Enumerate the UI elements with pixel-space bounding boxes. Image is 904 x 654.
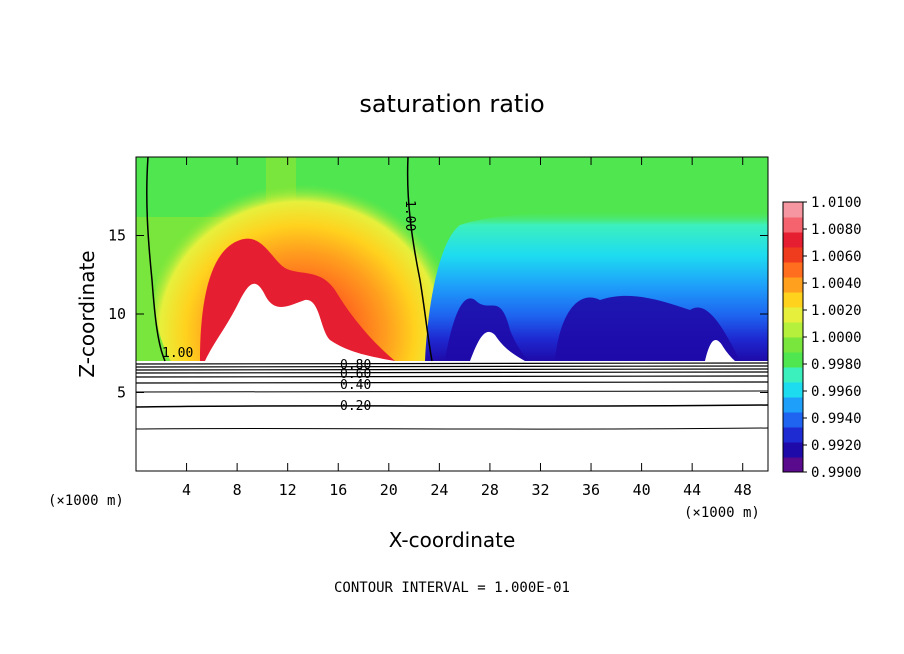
colorbar-swatch: [783, 412, 803, 428]
colorbar-swatch: [783, 442, 803, 458]
contour-label-0-20: 0.20: [340, 399, 371, 414]
colorbar-swatch: [783, 232, 803, 248]
x-axis-ticks: 4 8 12 16 20 24 28 32 36 40 44 48: [182, 157, 752, 499]
contour-label-0-40: 0.40: [340, 378, 371, 393]
x-tick-label: 12: [279, 481, 297, 499]
y-tick-label: 5: [117, 384, 126, 402]
colorbar-swatch: [783, 217, 803, 233]
colorbar-swatch: [783, 382, 803, 398]
contour-label-left: 1.00: [162, 346, 193, 361]
x-unit-label: (×1000 m): [684, 505, 760, 521]
colorbar-tick-label: 1.0080: [811, 222, 862, 238]
colorbar-swatch: [783, 352, 803, 368]
x-tick-label: 28: [481, 481, 499, 499]
x-tick-label: 32: [531, 481, 549, 499]
x-tick-label: 44: [683, 481, 701, 499]
ground-contours: [136, 362, 768, 430]
chart-title: saturation ratio: [359, 90, 544, 118]
x-axis-title: X-coordinate: [389, 528, 516, 552]
colorbar-swatch: [783, 427, 803, 443]
y-tick-label: 15: [108, 227, 126, 245]
colorbar-swatch: [783, 277, 803, 293]
colorbar-swatch: [783, 202, 803, 218]
y-unit-label: (×1000 m): [48, 493, 124, 509]
x-tick-label: 40: [633, 481, 651, 499]
colorbar-tick-label: 1.0000: [811, 330, 862, 346]
contour-interval-note: CONTOUR INTERVAL = 1.000E-01: [334, 580, 570, 596]
contour-1-00-right: [406, 157, 433, 362]
cold-pockets: [445, 295, 740, 361]
contour-label-right: 1.00: [402, 200, 417, 231]
y-tick-label: 10: [108, 305, 126, 323]
y-axis-ticks: 5 10 15: [108, 227, 768, 402]
x-tick-label: 4: [182, 481, 191, 499]
contour-label-0-80: 0.80: [340, 358, 371, 373]
colorbar-tick-label: 1.0060: [811, 249, 862, 265]
colorbar-tick-label: 0.9980: [811, 357, 862, 373]
contour-label-0-60: 0.60: [340, 367, 371, 382]
colorbar-swatch: [783, 457, 803, 473]
contour-1-00-left: [146, 157, 166, 362]
colorbar-swatch: [783, 367, 803, 383]
colorbar-swatch: [783, 307, 803, 323]
colorbar-tick-label: 0.9960: [811, 384, 862, 400]
x-tick-label: 36: [582, 481, 600, 499]
colorbar-swatch: [783, 292, 803, 308]
y-axis-title: Z-coordinate: [75, 250, 99, 377]
x-tick-label: 16: [329, 481, 347, 499]
colorbar-tick-label: 0.9940: [811, 411, 862, 427]
colorbar-swatch: [783, 397, 803, 413]
colorbar: 1.0100 1.0080 1.0060 1.0040 1.0020 1.0000 0.99…: [782, 195, 862, 481]
colorbar-tick-label: 0.9920: [811, 438, 862, 454]
colorbar-swatch: [783, 247, 803, 263]
colorbar-swatch: [783, 322, 803, 338]
colorbar-swatch: [783, 337, 803, 353]
colorbar-tick-label: 1.0040: [811, 276, 862, 292]
terrain-cold: [470, 331, 735, 361]
colorbar-tick-label: 1.0020: [811, 303, 862, 319]
heatmap-field: [136, 157, 768, 471]
x-tick-label: 48: [734, 481, 752, 499]
colorbar-tick-label: 0.9900: [811, 465, 862, 481]
x-tick-label: 8: [233, 481, 242, 499]
x-tick-label: 20: [380, 481, 398, 499]
x-tick-label: 24: [430, 481, 448, 499]
colorbar-tick-label: 1.0100: [811, 195, 862, 211]
colorbar-swatch: [783, 262, 803, 278]
terrain-warm: [205, 283, 395, 361]
